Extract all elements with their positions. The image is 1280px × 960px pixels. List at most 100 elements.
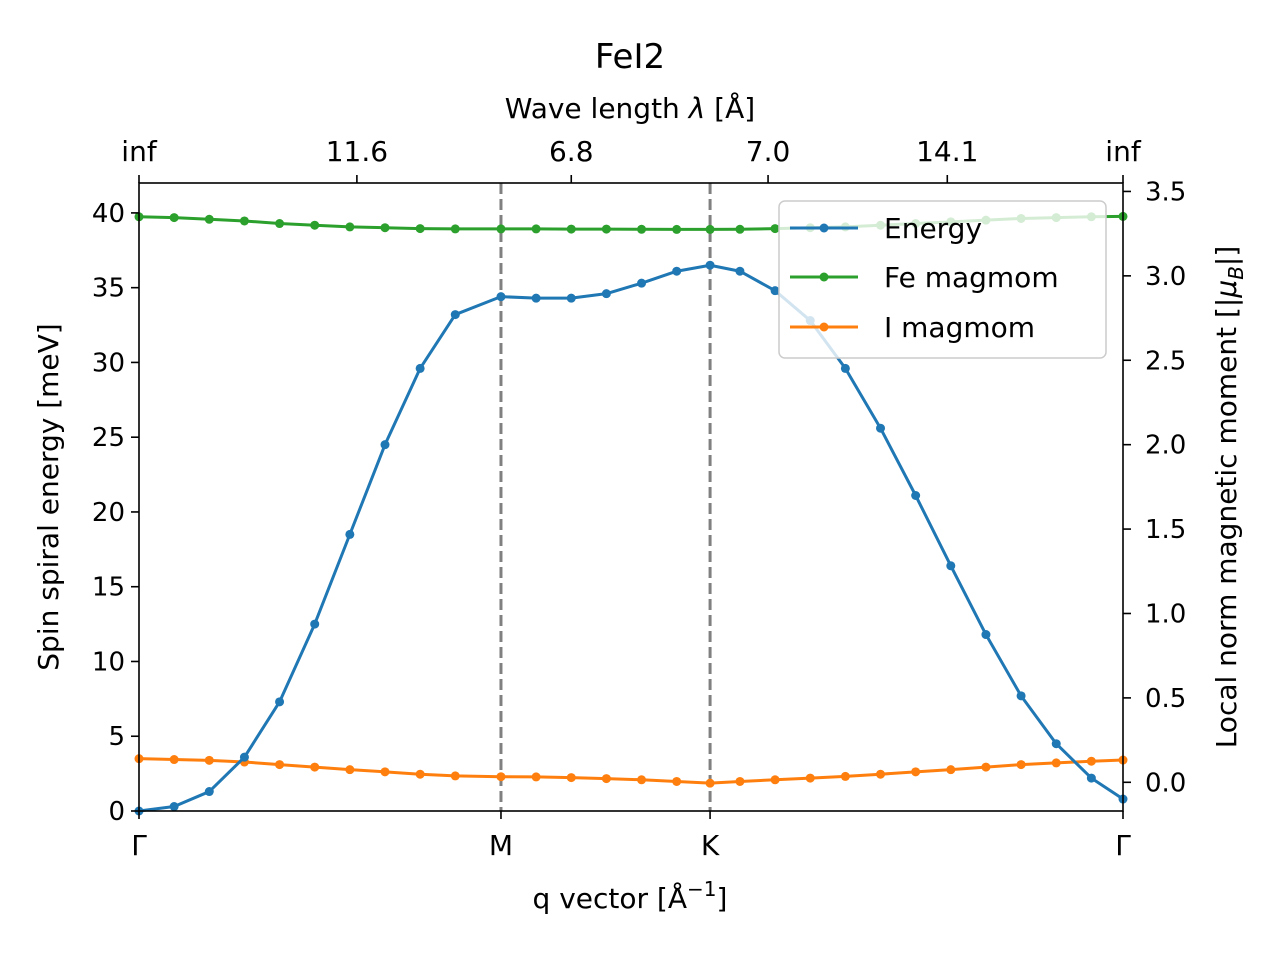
- y2-axis-label: Local norm magnetic moment [|μB|]: [1210, 246, 1248, 749]
- data-point-i-magmom: [566, 773, 576, 783]
- data-point-i-magmom: [380, 767, 390, 777]
- x-tick-label: K: [701, 829, 720, 862]
- top-tick-label: 7.0: [746, 135, 791, 168]
- data-point-fe-magmom: [450, 224, 460, 234]
- data-point-fe-magmom: [239, 216, 249, 226]
- data-point-i-magmom: [275, 760, 285, 770]
- axes-frame: [138, 182, 1124, 812]
- x-axis-label: q vector [Å−1]: [533, 877, 728, 915]
- y2-tick-label: 2.5: [1145, 346, 1186, 376]
- data-point-energy: [672, 266, 682, 276]
- y-tick-label: 40: [92, 199, 125, 229]
- data-point-i-magmom: [1051, 758, 1061, 768]
- legend-label-fe: Fe magmom: [884, 261, 1059, 294]
- data-point-energy: [770, 286, 780, 296]
- data-point-fe-magmom: [310, 220, 320, 230]
- x-tick-label: Γ: [1115, 829, 1131, 862]
- data-point-i-magmom: [735, 776, 745, 786]
- data-point-energy: [496, 292, 506, 302]
- legend-marker-energy: [819, 223, 829, 233]
- y-tick-label: 5: [108, 722, 125, 752]
- top-tick-label: inf: [1105, 135, 1142, 168]
- y2-tick-label: 1.5: [1145, 515, 1186, 545]
- chart-title: FeI2: [595, 37, 665, 77]
- top-tick-label: inf: [121, 135, 158, 168]
- data-point-i-magmom: [450, 771, 460, 781]
- data-point-energy: [169, 802, 179, 812]
- data-point-energy: [275, 697, 285, 707]
- top-tick-label: 11.6: [326, 135, 388, 168]
- data-point-fe-magmom: [601, 224, 611, 234]
- data-point-energy: [566, 293, 576, 303]
- data-point-i-magmom: [946, 765, 956, 775]
- data-point-i-magmom: [169, 755, 179, 765]
- data-point-fe-magmom: [531, 224, 541, 234]
- data-point-i-magmom: [876, 769, 886, 779]
- data-point-fe-magmom: [169, 213, 179, 223]
- data-point-energy: [637, 278, 647, 288]
- legend: Energy Fe magmom I magmom: [778, 200, 1107, 359]
- data-point-energy: [981, 630, 991, 640]
- data-point-energy: [450, 310, 460, 320]
- data-point-energy: [735, 266, 745, 276]
- data-point-energy: [1051, 739, 1061, 749]
- data-point-i-magmom: [981, 762, 991, 772]
- y2-tick-label: 2.0: [1145, 431, 1186, 461]
- data-point-i-magmom: [672, 776, 682, 786]
- y2-tick-label: 3.5: [1145, 177, 1186, 207]
- data-point-energy: [876, 423, 886, 433]
- data-point-energy: [345, 529, 355, 539]
- y2-tick-label: 0.5: [1145, 684, 1186, 714]
- y-tick-label: 20: [92, 498, 125, 528]
- axes: 0 5 10 15 20 25 30 35 40 0.0 0.5 1.0 1.5 2.0 2.5 3.0 3.5…: [92, 135, 1186, 862]
- y-tick-label: 10: [92, 647, 125, 677]
- data-point-i-magmom: [840, 771, 850, 781]
- data-point-energy: [310, 619, 320, 629]
- y-axis-label: Spin spiral energy [meV]: [32, 323, 65, 670]
- y-tick-label: 15: [92, 573, 125, 603]
- data-point-energy: [415, 363, 425, 373]
- legend-marker-i: [819, 322, 829, 332]
- legend-marker-fe: [819, 272, 829, 282]
- x-tick-label: M: [489, 829, 513, 862]
- data-point-fe-magmom: [415, 224, 425, 234]
- data-point-fe-magmom: [735, 224, 745, 234]
- data-point-fe-magmom: [345, 222, 355, 232]
- data-point-energy: [911, 491, 921, 501]
- top-axis-label: Wave length λ [Å]: [505, 91, 755, 125]
- data-point-fe-magmom: [705, 224, 715, 234]
- data-point-energy: [1086, 773, 1096, 783]
- data-point-fe-magmom: [380, 223, 390, 233]
- data-point-fe-magmom: [637, 224, 647, 234]
- data-point-i-magmom: [805, 773, 815, 783]
- data-point-i-magmom: [1016, 760, 1026, 770]
- data-point-i-magmom: [705, 778, 715, 788]
- data-point-energy: [946, 561, 956, 571]
- data-point-i-magmom: [415, 769, 425, 779]
- data-point-energy: [1016, 691, 1026, 701]
- legend-label-energy: Energy: [884, 212, 982, 245]
- y-tick-label: 30: [92, 348, 125, 378]
- x-tick-label: Γ: [131, 829, 147, 862]
- y-tick-label: 0: [108, 797, 125, 827]
- y-tick-label: 35: [92, 274, 125, 304]
- top-tick-label: 14.1: [916, 135, 978, 168]
- data-point-energy: [204, 787, 214, 797]
- data-point-fe-magmom: [770, 224, 780, 234]
- data-point-energy: [239, 752, 249, 762]
- data-point-i-magmom: [345, 765, 355, 775]
- data-point-fe-magmom: [672, 224, 682, 234]
- data-point-i-magmom: [496, 772, 506, 782]
- top-tick-label: 6.8: [549, 135, 594, 168]
- data-point-i-magmom: [204, 755, 214, 765]
- data-point-fe-magmom: [204, 214, 214, 224]
- legend-label-i: I magmom: [884, 311, 1035, 344]
- data-point-fe-magmom: [566, 224, 576, 234]
- y-tick-label: 25: [92, 423, 125, 453]
- y2-tick-label: 0.0: [1145, 768, 1186, 798]
- data-point-energy: [380, 440, 390, 450]
- data-point-i-magmom: [911, 767, 921, 777]
- data-point-energy: [601, 289, 611, 299]
